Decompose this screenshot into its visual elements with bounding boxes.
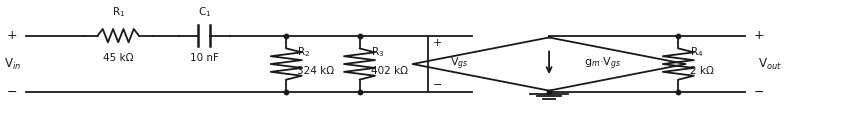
Text: 402 kΩ: 402 kΩ [371, 66, 407, 76]
Text: R$_1$: R$_1$ [112, 5, 125, 19]
Text: +: + [432, 38, 442, 48]
Text: R$_3$: R$_3$ [371, 45, 384, 59]
Text: 10 nF: 10 nF [190, 53, 219, 62]
Text: 2 kΩ: 2 kΩ [689, 66, 714, 76]
Text: g$_m$·V$_{gs}$: g$_m$·V$_{gs}$ [584, 56, 621, 72]
Text: −: − [432, 80, 442, 90]
Text: −: − [7, 86, 17, 99]
Text: V$_{in}$: V$_{in}$ [3, 56, 21, 72]
Text: +: + [753, 29, 764, 42]
Text: V$_{gs}$: V$_{gs}$ [450, 56, 469, 72]
Text: −: − [753, 86, 764, 99]
Text: +: + [7, 29, 17, 42]
Text: R$_2$: R$_2$ [298, 45, 311, 59]
Text: 45 kΩ: 45 kΩ [103, 53, 133, 62]
Text: V$_{out}$: V$_{out}$ [758, 56, 781, 72]
Text: R$_4$: R$_4$ [689, 45, 703, 59]
Text: 324 kΩ: 324 kΩ [298, 66, 335, 76]
Text: C$_1$: C$_1$ [198, 5, 211, 19]
